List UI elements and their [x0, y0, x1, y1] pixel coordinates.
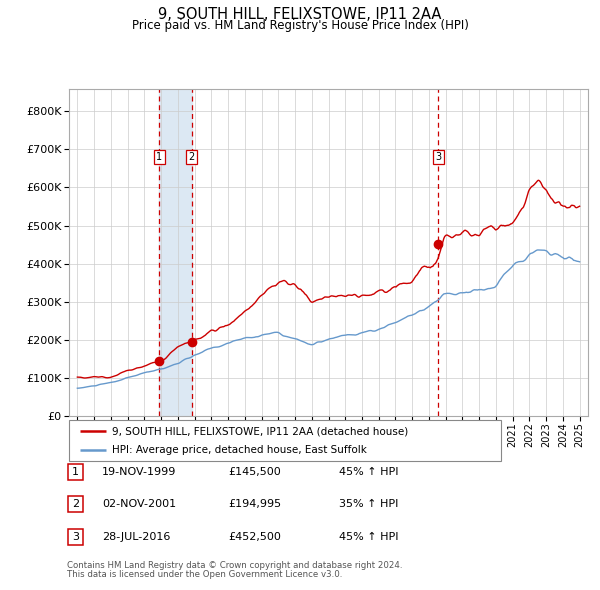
Text: 19-NOV-1999: 19-NOV-1999 — [102, 467, 176, 477]
Text: This data is licensed under the Open Government Licence v3.0.: This data is licensed under the Open Gov… — [67, 571, 343, 579]
Text: £452,500: £452,500 — [228, 532, 281, 542]
Text: 35% ↑ HPI: 35% ↑ HPI — [339, 500, 398, 509]
Text: 9, SOUTH HILL, FELIXSTOWE, IP11 2AA: 9, SOUTH HILL, FELIXSTOWE, IP11 2AA — [158, 7, 442, 22]
FancyBboxPatch shape — [68, 529, 83, 545]
FancyBboxPatch shape — [68, 496, 83, 512]
Text: 2: 2 — [188, 152, 195, 162]
Text: 1: 1 — [72, 467, 79, 477]
Bar — [159, 88, 192, 416]
Text: £194,995: £194,995 — [228, 500, 281, 509]
Text: Price paid vs. HM Land Registry's House Price Index (HPI): Price paid vs. HM Land Registry's House … — [131, 19, 469, 32]
Text: £145,500: £145,500 — [228, 467, 281, 477]
FancyBboxPatch shape — [68, 464, 83, 480]
Text: 9, SOUTH HILL, FELIXSTOWE, IP11 2AA (detached house): 9, SOUTH HILL, FELIXSTOWE, IP11 2AA (det… — [112, 426, 409, 436]
FancyBboxPatch shape — [69, 420, 501, 461]
Text: Contains HM Land Registry data © Crown copyright and database right 2024.: Contains HM Land Registry data © Crown c… — [67, 561, 403, 570]
Text: 2: 2 — [72, 500, 79, 509]
Text: 45% ↑ HPI: 45% ↑ HPI — [339, 532, 398, 542]
Text: 45% ↑ HPI: 45% ↑ HPI — [339, 467, 398, 477]
Text: 28-JUL-2016: 28-JUL-2016 — [102, 532, 170, 542]
Text: 3: 3 — [72, 532, 79, 542]
Text: 1: 1 — [156, 152, 162, 162]
Text: 3: 3 — [435, 152, 442, 162]
Text: HPI: Average price, detached house, East Suffolk: HPI: Average price, detached house, East… — [112, 445, 367, 455]
Text: 02-NOV-2001: 02-NOV-2001 — [102, 500, 176, 509]
